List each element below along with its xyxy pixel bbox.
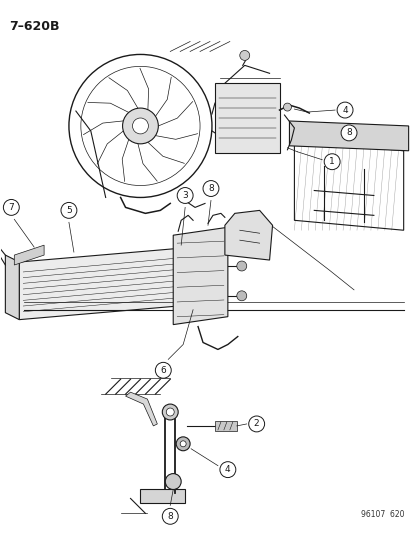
- Circle shape: [3, 199, 19, 215]
- Circle shape: [61, 203, 77, 219]
- Polygon shape: [5, 255, 19, 320]
- Circle shape: [340, 125, 356, 141]
- Polygon shape: [173, 227, 227, 325]
- Polygon shape: [19, 247, 192, 320]
- Text: 5: 5: [66, 206, 71, 215]
- Polygon shape: [140, 489, 185, 503]
- Text: 8: 8: [345, 128, 351, 138]
- Circle shape: [122, 108, 158, 144]
- Circle shape: [132, 118, 148, 134]
- Text: 6: 6: [160, 366, 166, 375]
- Text: 4: 4: [342, 106, 347, 115]
- Circle shape: [323, 154, 339, 169]
- Circle shape: [219, 462, 235, 478]
- Text: 2: 2: [253, 419, 259, 429]
- Text: 96107  620: 96107 620: [360, 510, 404, 519]
- Circle shape: [248, 416, 264, 432]
- Polygon shape: [224, 211, 272, 260]
- Circle shape: [236, 261, 246, 271]
- Text: 1: 1: [328, 157, 334, 166]
- Polygon shape: [125, 392, 157, 426]
- Text: 4: 4: [225, 465, 230, 474]
- FancyBboxPatch shape: [214, 421, 236, 431]
- Circle shape: [239, 51, 249, 60]
- Circle shape: [162, 508, 178, 524]
- Text: 8: 8: [167, 512, 173, 521]
- Circle shape: [283, 103, 291, 111]
- Circle shape: [176, 437, 190, 451]
- Circle shape: [177, 188, 192, 204]
- FancyBboxPatch shape: [214, 83, 279, 153]
- Circle shape: [180, 441, 186, 447]
- Text: 7–620B: 7–620B: [9, 20, 60, 33]
- Circle shape: [336, 102, 352, 118]
- Polygon shape: [289, 121, 408, 151]
- Circle shape: [165, 474, 181, 489]
- Circle shape: [202, 181, 218, 197]
- Circle shape: [155, 362, 171, 378]
- Text: 8: 8: [208, 184, 214, 193]
- Circle shape: [236, 291, 246, 301]
- Circle shape: [166, 408, 174, 416]
- Polygon shape: [14, 245, 44, 265]
- Circle shape: [162, 404, 178, 420]
- Text: 3: 3: [182, 191, 188, 200]
- Text: 7: 7: [8, 203, 14, 212]
